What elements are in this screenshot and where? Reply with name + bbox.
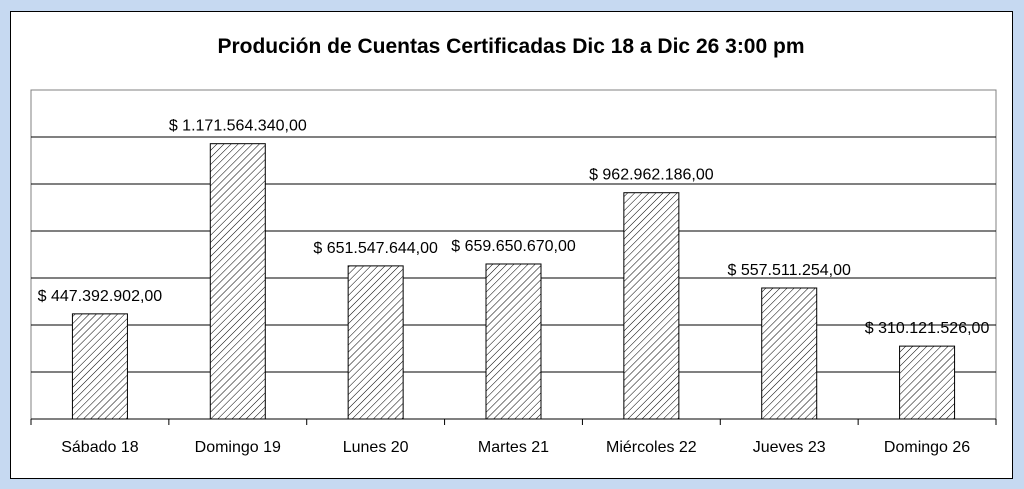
x-axis: Sábado 18 Domingo 19 Lunes 20 Martes 21 Miér… — [30, 418, 997, 456]
x-tick-label: Lunes 20 — [343, 439, 409, 456]
bar — [623, 192, 680, 420]
chart-title: Produción de Cuentas Certificadas Dic 18… — [217, 35, 804, 58]
bar — [347, 265, 404, 420]
bar — [71, 313, 128, 420]
data-labels: $ 447.392.902,00 $ 1.171.564.340,00 $ 651.… — [38, 118, 990, 337]
data-label: $ 962.962.186,00 — [589, 167, 714, 184]
data-label: $ 1.171.564.340,00 — [169, 118, 307, 135]
x-tick-label: Domingo 19 — [195, 439, 281, 456]
data-label: $ 659.650.670,00 — [451, 238, 576, 255]
x-tick-label: Jueves 23 — [753, 439, 826, 456]
bar — [761, 287, 818, 420]
x-tick-label: Martes 21 — [478, 439, 549, 456]
data-label: $ 447.392.902,00 — [38, 288, 163, 305]
data-label: $ 651.547.644,00 — [313, 240, 438, 257]
x-tick-label: Domingo 26 — [884, 439, 970, 456]
bar — [899, 345, 956, 420]
data-label: $ 310.121.526,00 — [865, 320, 990, 337]
bar — [209, 143, 266, 420]
bars — [71, 143, 956, 420]
bar — [485, 263, 542, 420]
data-label: $ 557.511.254,00 — [728, 262, 851, 279]
x-tick-label: Sábado 18 — [61, 439, 139, 456]
x-tick-label: Miércoles 22 — [606, 439, 697, 456]
